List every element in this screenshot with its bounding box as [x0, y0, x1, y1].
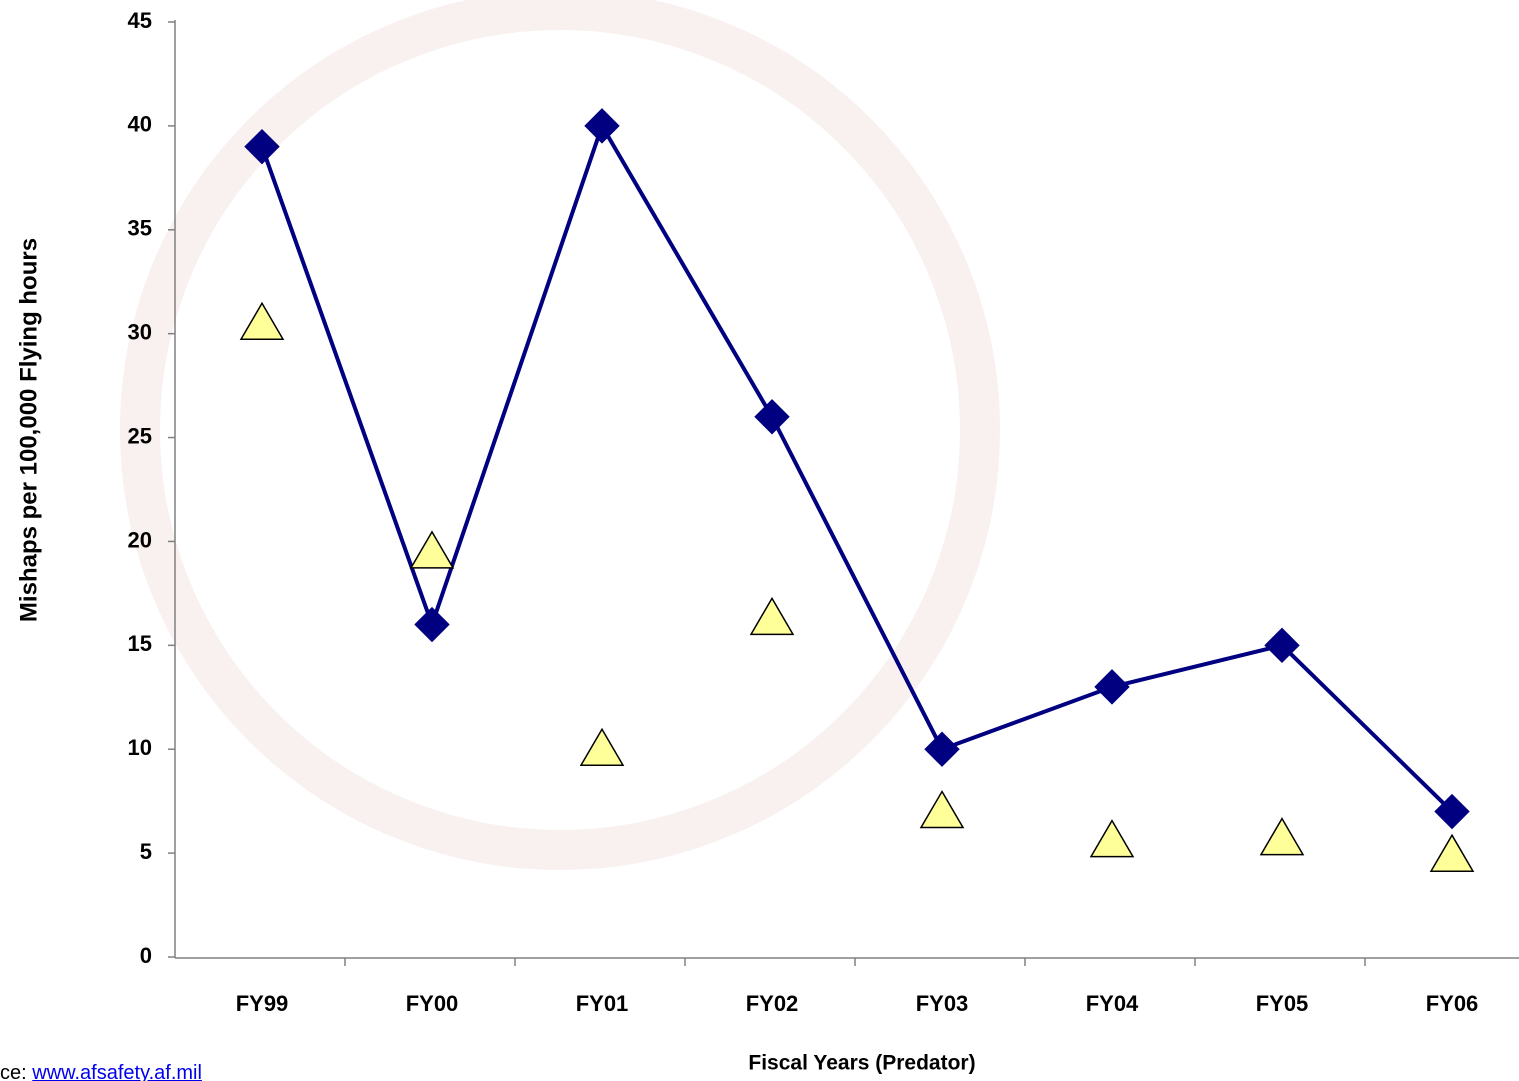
source: ce: www.afsafety.af.mil: [0, 1062, 202, 1081]
x-tick-label: FY99: [236, 991, 289, 1016]
marker: [414, 606, 450, 643]
marker: [584, 108, 620, 144]
source-link[interactable]: www.afsafety.af.mil: [31, 1062, 202, 1081]
source-label: ce:: [0, 1062, 27, 1081]
marker: [579, 727, 625, 766]
y-tick-label: 30: [128, 319, 152, 344]
y-tick-label: 10: [128, 735, 152, 760]
y-tick-label: 35: [128, 216, 152, 241]
y-axis-title: Mishaps per 100,000 Flying hours: [15, 238, 42, 622]
marker: [1264, 627, 1300, 664]
watermark: [120, 0, 1000, 870]
y-tick-label: 25: [128, 423, 152, 448]
series-line: [260, 121, 1454, 813]
y-tick-label: 20: [128, 527, 152, 552]
marker: [1429, 833, 1475, 872]
marker: [749, 596, 795, 636]
marker: [409, 530, 455, 569]
y-tick-label: 5: [140, 839, 152, 864]
x-tick-label: FY06: [1426, 991, 1479, 1016]
y-tick-label: 45: [128, 8, 152, 33]
x-tick-label: FY04: [1086, 991, 1139, 1016]
marker: [1094, 669, 1130, 705]
x-tick-label: FY02: [746, 991, 799, 1016]
marker: [924, 731, 960, 767]
marker: [1259, 817, 1305, 856]
x-tick-label: FY05: [1256, 991, 1309, 1016]
marker: [1089, 819, 1135, 858]
x-tick-label: FY03: [916, 991, 969, 1016]
y-tick-label: 15: [128, 631, 152, 656]
marker: [754, 399, 790, 435]
y-tick-label: 40: [128, 112, 152, 137]
marker: [239, 301, 285, 341]
x-tick-label: FY00: [406, 991, 459, 1016]
marker: [919, 790, 965, 829]
y-tick-label: 0: [140, 943, 152, 968]
x-tick-label: FY01: [576, 991, 629, 1016]
x-axis-title: Fiscal Years (Predator): [748, 1052, 975, 1075]
marker: [244, 128, 280, 165]
marker: [1434, 793, 1470, 830]
